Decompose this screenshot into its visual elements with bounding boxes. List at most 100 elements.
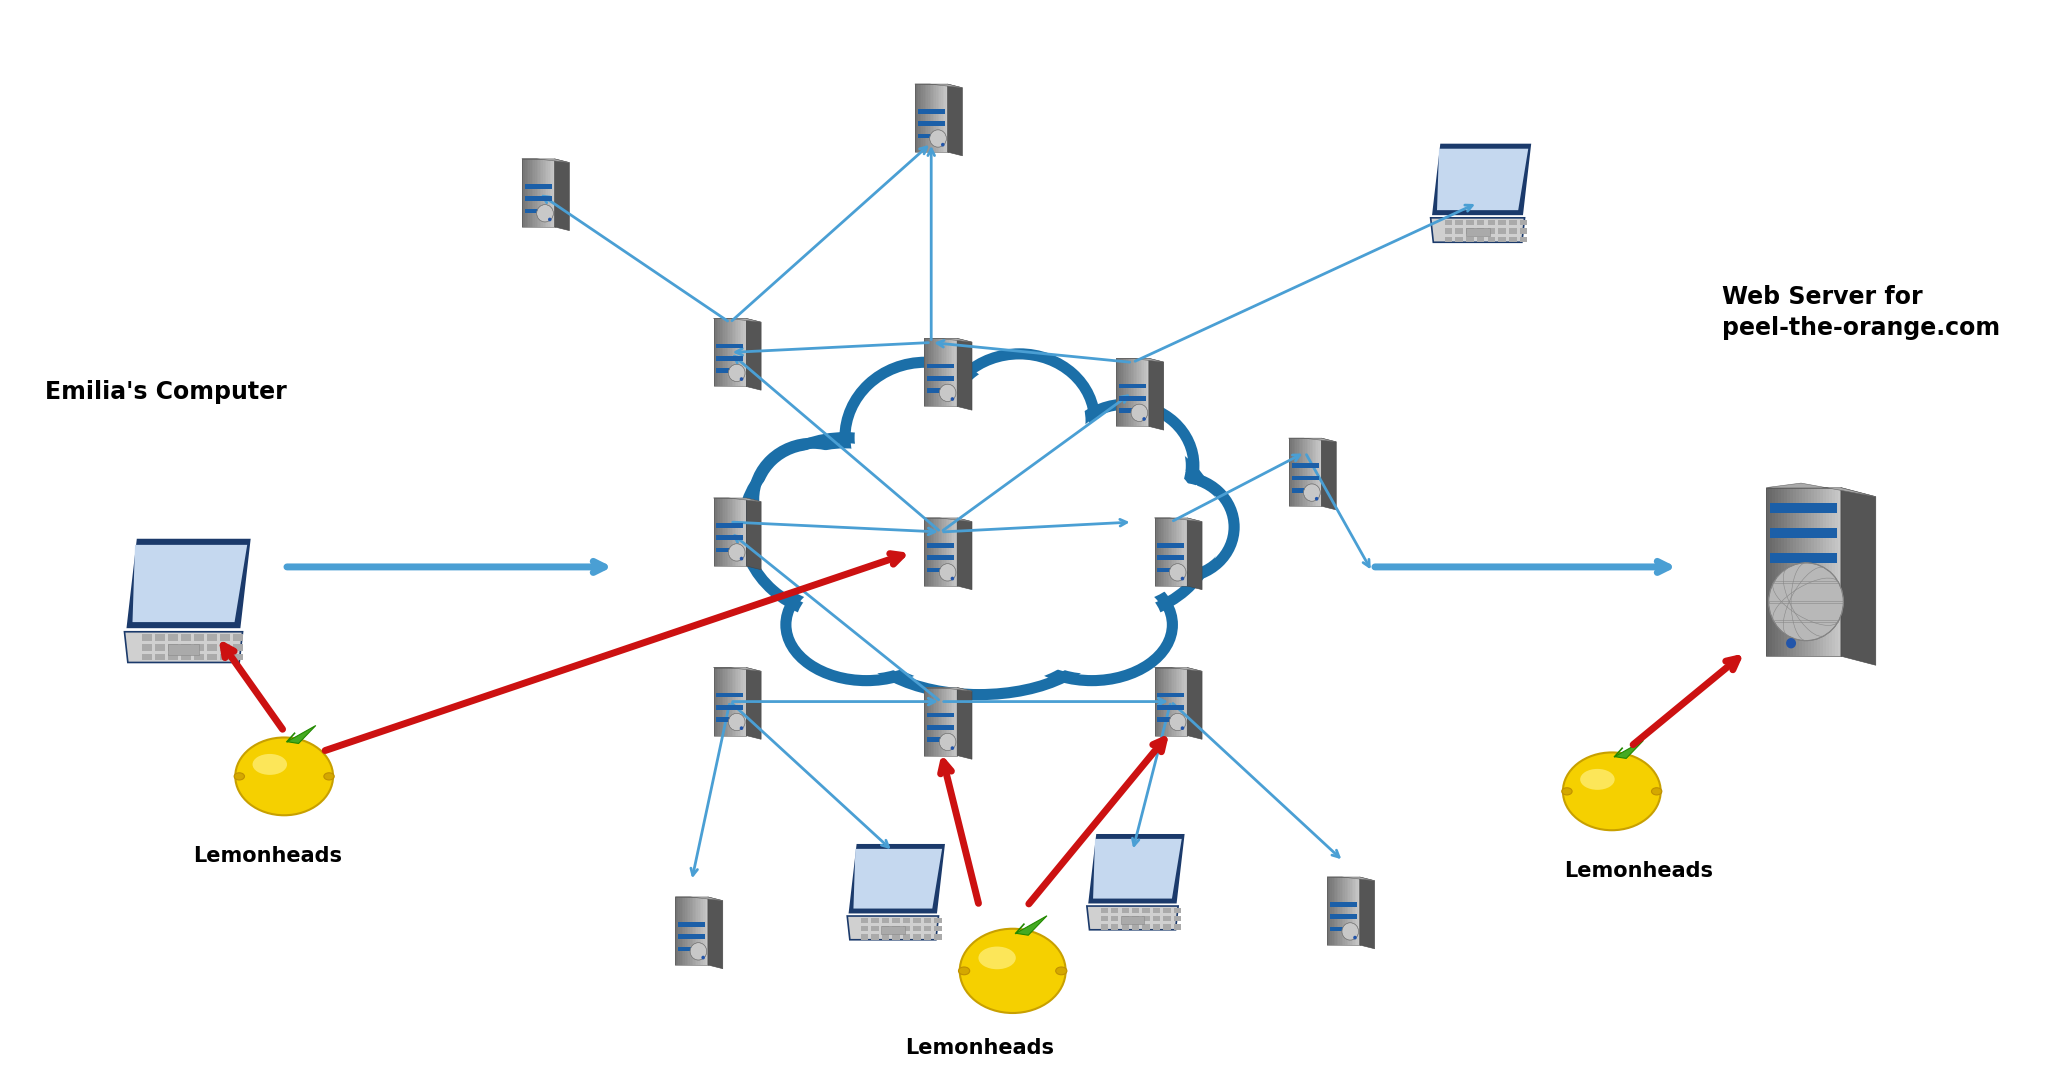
Polygon shape xyxy=(1815,488,1817,656)
Bar xyxy=(1120,915,1145,924)
Ellipse shape xyxy=(1012,437,1214,616)
Bar xyxy=(1112,924,1118,929)
Circle shape xyxy=(739,556,743,561)
Bar xyxy=(881,925,905,934)
Bar xyxy=(717,548,743,552)
Polygon shape xyxy=(1188,668,1202,740)
Polygon shape xyxy=(1776,488,1778,656)
Ellipse shape xyxy=(756,448,934,606)
Bar xyxy=(1153,908,1161,913)
Bar xyxy=(1163,917,1171,921)
Circle shape xyxy=(1180,577,1184,580)
Bar xyxy=(1520,220,1528,225)
Bar xyxy=(860,918,868,923)
Circle shape xyxy=(690,942,707,961)
Bar xyxy=(913,926,920,932)
Polygon shape xyxy=(1016,915,1047,935)
Ellipse shape xyxy=(961,928,1065,1013)
Ellipse shape xyxy=(1133,482,1227,571)
Ellipse shape xyxy=(233,773,244,780)
Bar xyxy=(1157,544,1184,548)
Polygon shape xyxy=(1790,488,1794,656)
Bar xyxy=(1477,228,1485,234)
Ellipse shape xyxy=(944,354,1094,488)
Bar xyxy=(928,725,954,730)
Bar xyxy=(717,368,743,373)
Bar xyxy=(717,717,743,721)
Bar xyxy=(1157,717,1184,721)
Bar xyxy=(233,644,242,651)
Bar xyxy=(918,121,944,126)
Bar xyxy=(207,635,217,641)
Ellipse shape xyxy=(252,754,287,775)
Ellipse shape xyxy=(846,362,1006,513)
Ellipse shape xyxy=(760,450,864,548)
Polygon shape xyxy=(1808,488,1810,656)
Bar xyxy=(195,635,203,641)
Bar xyxy=(1477,220,1485,225)
Bar xyxy=(1466,227,1489,236)
Bar xyxy=(717,356,743,360)
Polygon shape xyxy=(1841,488,1876,666)
Bar xyxy=(1444,237,1452,242)
Bar xyxy=(893,918,899,923)
Bar xyxy=(1157,705,1184,710)
Bar xyxy=(1477,237,1485,242)
Ellipse shape xyxy=(236,738,334,816)
Ellipse shape xyxy=(1067,412,1186,520)
Ellipse shape xyxy=(1563,753,1661,830)
Polygon shape xyxy=(1835,488,1837,656)
Bar xyxy=(168,644,199,655)
Bar xyxy=(934,918,942,923)
Ellipse shape xyxy=(872,579,1085,687)
Bar xyxy=(928,376,954,381)
Bar xyxy=(141,635,152,641)
Bar xyxy=(717,535,743,540)
Polygon shape xyxy=(1817,488,1821,656)
Polygon shape xyxy=(948,84,963,155)
Bar xyxy=(918,134,944,138)
Bar xyxy=(928,555,954,561)
Polygon shape xyxy=(1802,488,1804,656)
Bar xyxy=(903,926,909,932)
Bar xyxy=(1444,220,1452,225)
Polygon shape xyxy=(1327,877,1374,881)
Polygon shape xyxy=(1823,488,1827,656)
Polygon shape xyxy=(924,518,973,522)
Bar xyxy=(883,926,889,932)
Text: Lemonheads: Lemonheads xyxy=(905,1038,1053,1058)
Bar xyxy=(1118,408,1147,413)
Bar xyxy=(1143,924,1149,929)
Bar xyxy=(524,209,551,213)
Circle shape xyxy=(930,130,946,147)
Bar xyxy=(180,635,190,641)
Bar xyxy=(1143,908,1149,913)
Bar xyxy=(1122,908,1128,913)
Bar xyxy=(1499,228,1505,234)
Bar xyxy=(928,713,954,717)
Bar xyxy=(1456,220,1462,225)
Polygon shape xyxy=(1438,149,1528,210)
Bar xyxy=(903,935,909,939)
Polygon shape xyxy=(1829,488,1831,656)
Bar xyxy=(678,922,705,927)
Bar xyxy=(883,935,889,939)
Bar xyxy=(1163,924,1171,929)
Circle shape xyxy=(940,143,944,147)
Bar xyxy=(219,635,229,641)
Circle shape xyxy=(1769,563,1843,641)
Polygon shape xyxy=(1155,668,1202,671)
Circle shape xyxy=(729,713,745,731)
Bar xyxy=(883,918,889,923)
Bar xyxy=(180,644,190,651)
Polygon shape xyxy=(956,687,973,759)
Bar xyxy=(233,635,242,641)
Polygon shape xyxy=(1765,488,1769,656)
Ellipse shape xyxy=(1024,448,1202,606)
Ellipse shape xyxy=(858,571,1100,695)
Circle shape xyxy=(940,733,956,750)
Bar xyxy=(928,567,954,572)
Polygon shape xyxy=(854,849,942,909)
Ellipse shape xyxy=(754,443,872,555)
Text: Web Server for
peel-the-orange.com: Web Server for peel-the-orange.com xyxy=(1722,285,2001,341)
